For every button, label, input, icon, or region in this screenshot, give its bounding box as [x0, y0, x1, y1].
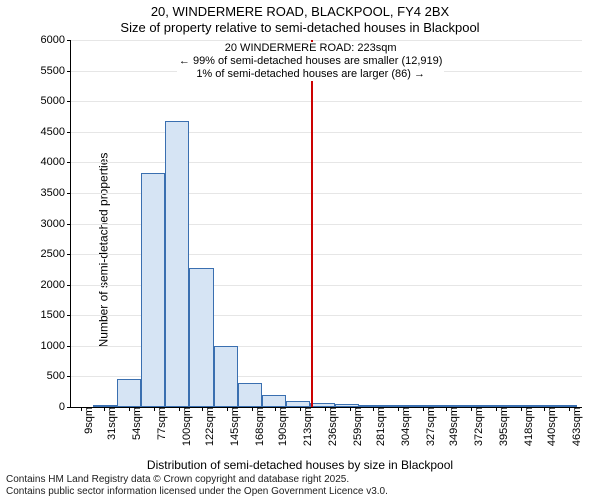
histogram-bar — [456, 405, 480, 407]
gridline — [71, 40, 582, 41]
marker-line — [311, 40, 313, 407]
gridline — [71, 132, 582, 133]
x-tick-label: 349sqm — [446, 407, 460, 446]
footer-line1: Contains HM Land Registry data © Crown c… — [6, 474, 594, 486]
chart-title-line1: 20, WINDERMERE ROAD, BLACKPOOL, FY4 2BX — [0, 4, 600, 19]
x-tick-label: 236sqm — [325, 407, 339, 446]
histogram-bar — [528, 405, 552, 407]
histogram-bar — [335, 404, 359, 407]
x-tick-label: 145sqm — [227, 407, 241, 446]
y-tick-label: 6000 — [41, 34, 71, 46]
x-tick-label: 9sqm — [81, 407, 95, 434]
x-tick-label: 418sqm — [521, 407, 535, 446]
annotation-line3: 1% of semi-detached houses are larger (8… — [179, 68, 443, 81]
histogram-bar — [189, 268, 213, 407]
x-tick-label: 463sqm — [569, 407, 583, 446]
histogram-bar — [359, 405, 383, 407]
histogram-bar — [165, 121, 189, 407]
y-tick-label: 5500 — [41, 65, 71, 77]
footer: Contains HM Land Registry data © Crown c… — [0, 474, 600, 500]
x-tick-label: 304sqm — [398, 407, 412, 446]
histogram-bar — [262, 395, 286, 407]
marker-annotation: 20 WINDERMERE ROAD: 223sqm ← 99% of semi… — [177, 42, 445, 81]
x-tick-label: 190sqm — [275, 407, 289, 446]
annotation-line2: ← 99% of semi-detached houses are smalle… — [179, 55, 443, 68]
y-tick-label: 2500 — [41, 248, 71, 260]
x-axis-label: Distribution of semi-detached houses by … — [0, 458, 600, 472]
histogram-bar — [552, 405, 576, 407]
histogram-bar — [504, 405, 528, 407]
x-tick-label: 259sqm — [350, 407, 364, 446]
plot-area: 0500100015002000250030003500400045005000… — [70, 40, 582, 408]
x-tick-label: 440sqm — [544, 407, 558, 446]
x-tick-label: 395sqm — [496, 407, 510, 446]
x-tick-label: 168sqm — [252, 407, 266, 446]
histogram-bar — [141, 173, 165, 407]
chart-title-line2: Size of property relative to semi-detach… — [0, 20, 600, 35]
gridline — [71, 101, 582, 102]
y-tick-label: 3000 — [41, 218, 71, 230]
annotation-line1: 20 WINDERMERE ROAD: 223sqm — [179, 42, 443, 55]
x-tick-label: 213sqm — [300, 407, 314, 446]
x-tick-label: 122sqm — [202, 407, 216, 446]
y-tick-label: 500 — [47, 370, 71, 382]
histogram-bar — [117, 379, 141, 407]
y-tick-label: 1500 — [41, 309, 71, 321]
x-tick-label: 281sqm — [373, 407, 387, 446]
x-tick-label: 77sqm — [154, 407, 168, 440]
y-tick-label: 4500 — [41, 126, 71, 138]
x-tick-label: 54sqm — [129, 407, 143, 440]
gridline — [71, 162, 582, 163]
histogram-bar — [310, 403, 334, 407]
y-tick-label: 1000 — [41, 340, 71, 352]
histogram-bar — [286, 401, 310, 407]
histogram-bar — [238, 383, 262, 407]
y-tick-label: 3500 — [41, 187, 71, 199]
y-tick-label: 2000 — [41, 279, 71, 291]
x-tick-label: 31sqm — [104, 407, 118, 440]
histogram-bar — [480, 405, 504, 407]
histogram-bar — [431, 405, 455, 407]
x-tick-label: 327sqm — [423, 407, 437, 446]
y-tick-label: 4000 — [41, 156, 71, 168]
x-tick-label: 372sqm — [471, 407, 485, 446]
x-tick-label: 100sqm — [179, 407, 193, 446]
chart-container: 20, WINDERMERE ROAD, BLACKPOOL, FY4 2BX … — [0, 0, 600, 500]
y-tick-label: 5000 — [41, 95, 71, 107]
histogram-bar — [214, 346, 238, 407]
footer-line2: Contains public sector information licen… — [6, 486, 594, 498]
y-tick-label: 0 — [59, 401, 71, 413]
plot-inner: 0500100015002000250030003500400045005000… — [70, 40, 582, 408]
histogram-bar — [93, 405, 117, 407]
histogram-bar — [407, 405, 431, 407]
histogram-bar — [383, 405, 407, 407]
